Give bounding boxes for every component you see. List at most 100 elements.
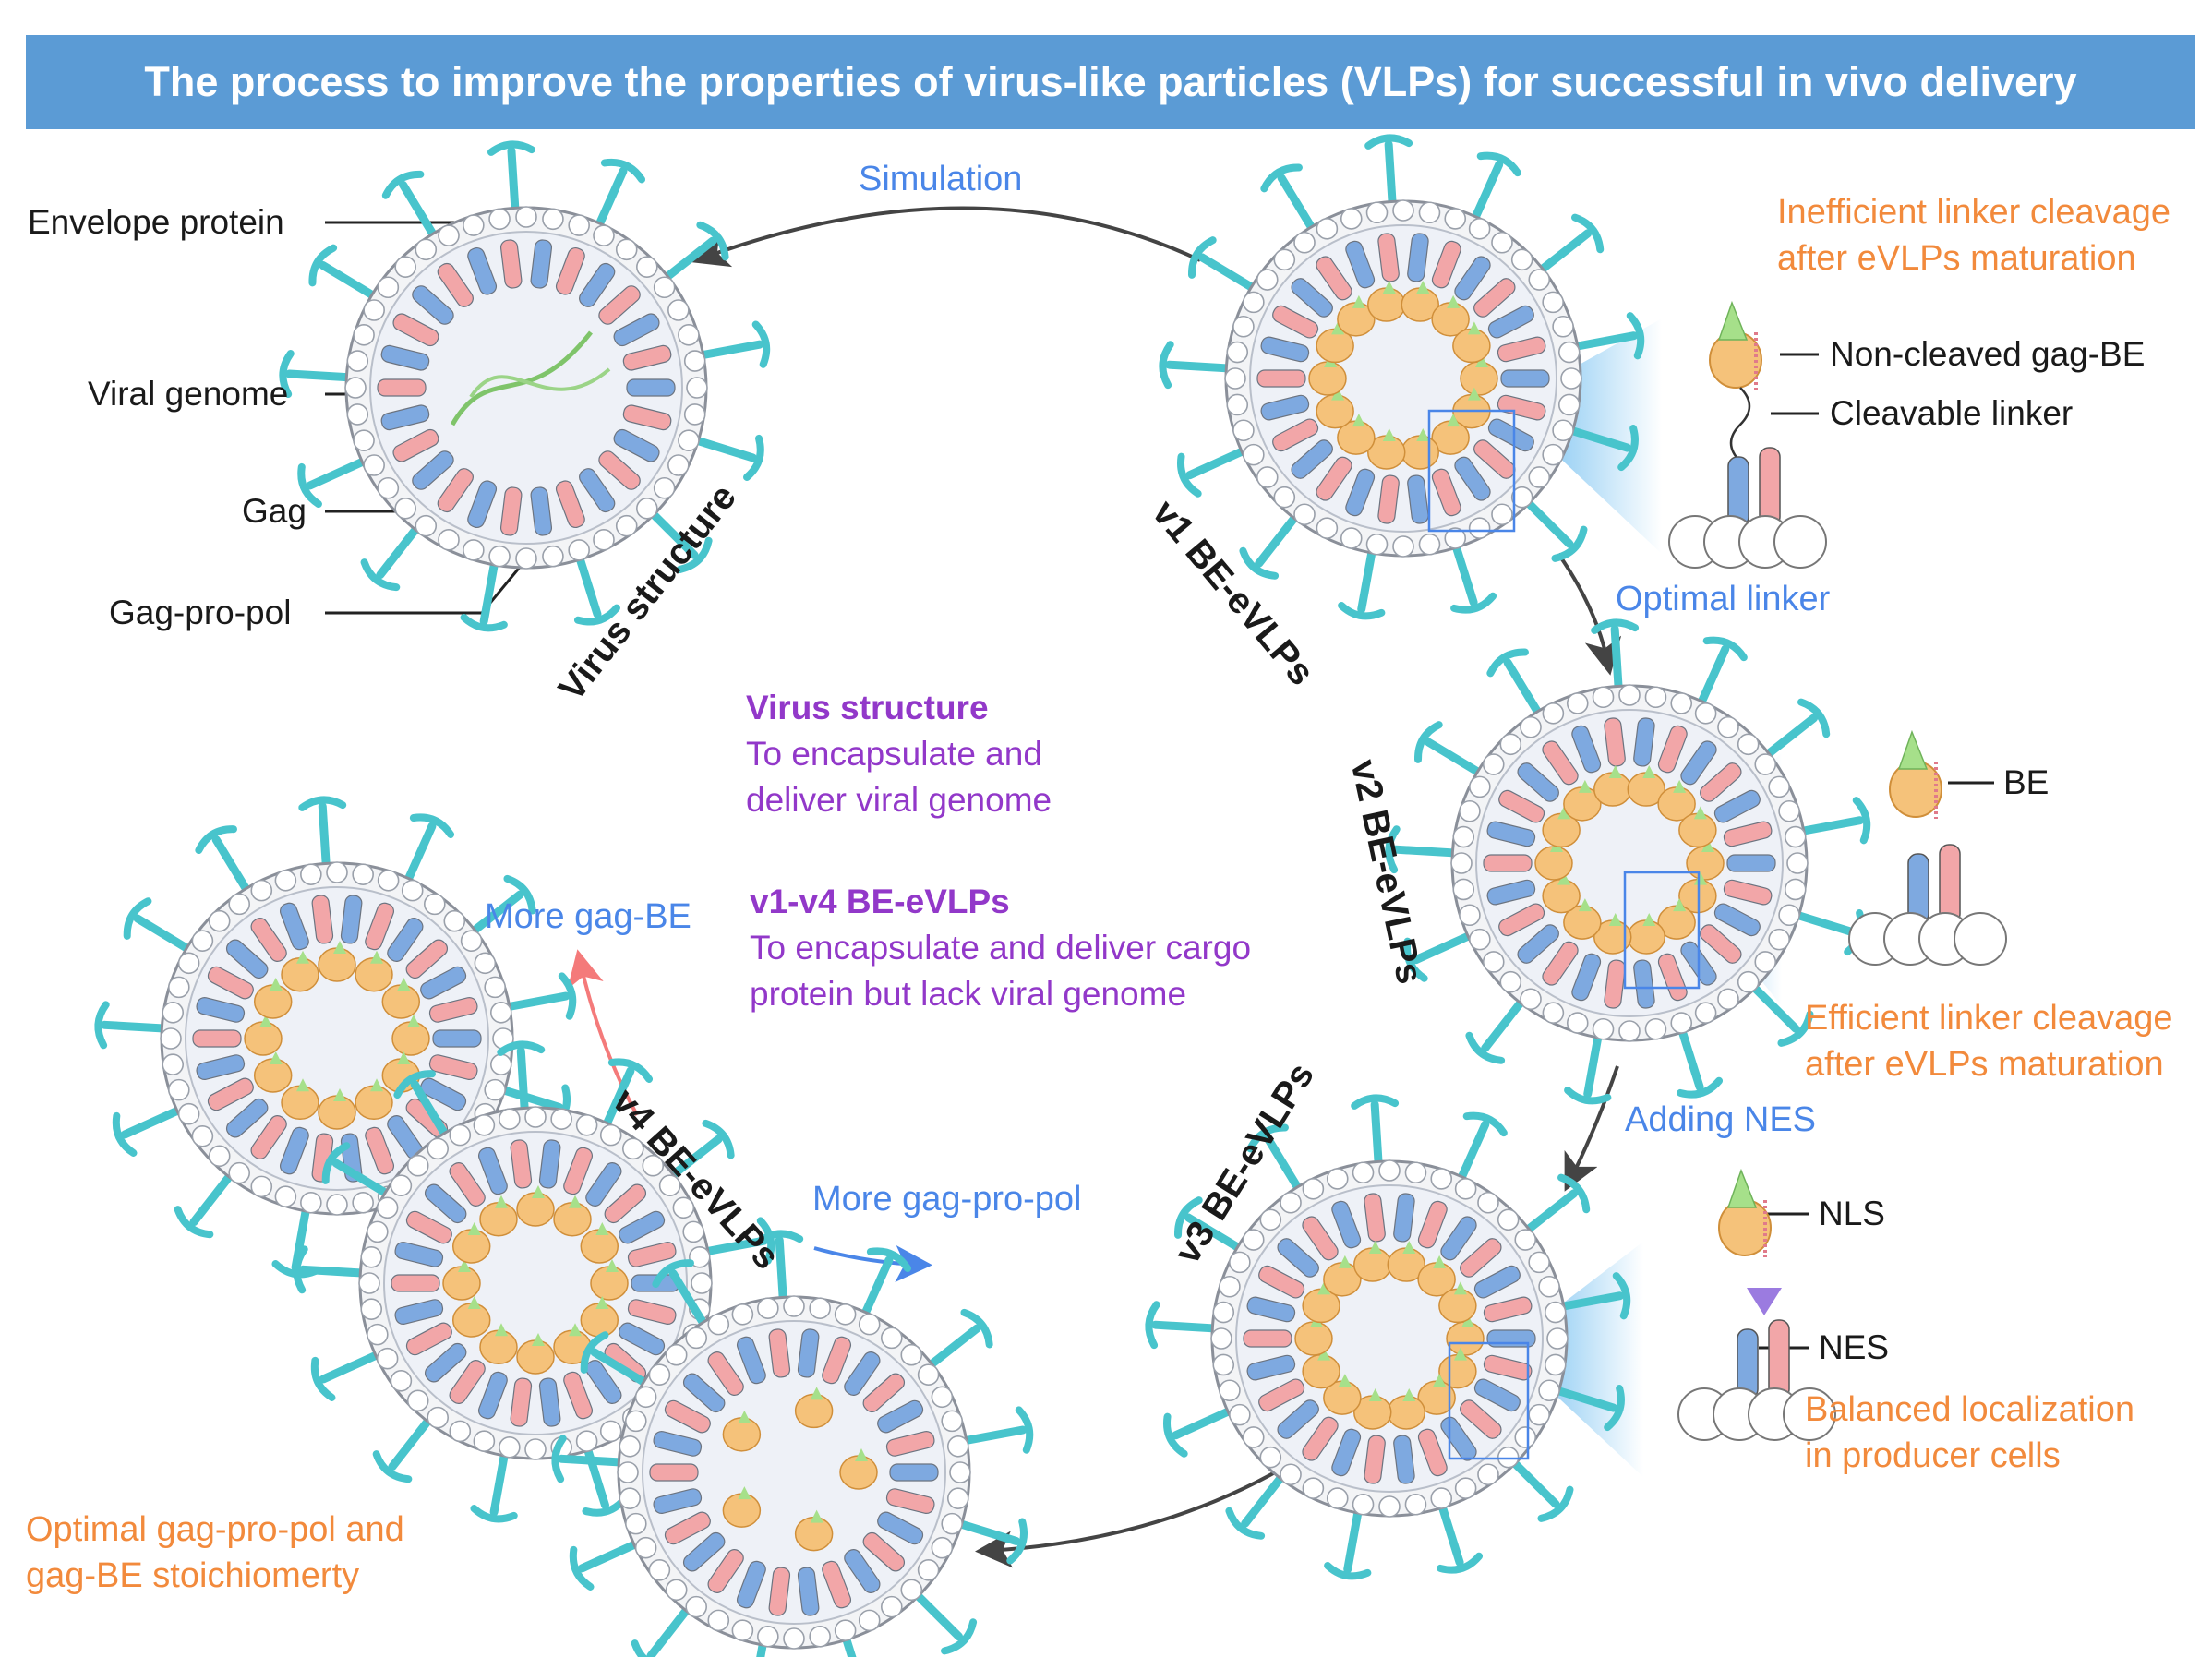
lipid-bead — [575, 1114, 598, 1136]
center-evlp-block: v1-v4 BE-eVLPs To encapsulate and delive… — [750, 879, 1251, 1017]
gag-rod — [822, 1560, 852, 1609]
spike-head — [1239, 546, 1280, 580]
note-v2-line2: after eVLPs maturation — [1805, 1045, 2164, 1084]
envelope-spike — [399, 180, 438, 238]
spike-head — [600, 158, 646, 184]
cargo-tag — [606, 1259, 619, 1272]
envelope-spike — [1370, 1099, 1383, 1166]
lipid-bead — [484, 976, 506, 999]
lipid-bead — [757, 1297, 779, 1320]
lipid-bead — [1340, 208, 1363, 230]
gag-rod — [405, 1322, 452, 1356]
gag-rod — [437, 262, 474, 307]
lipid-bead — [1418, 201, 1441, 224]
lipid-bead — [250, 1175, 273, 1198]
lipid-bead — [917, 1363, 940, 1386]
lipid-bead — [363, 299, 385, 321]
envelope-spike — [1343, 1508, 1363, 1574]
spike-head — [573, 604, 620, 626]
cargo-tag — [1433, 1255, 1447, 1268]
spike-head — [751, 320, 771, 368]
lipid-bead — [619, 1487, 642, 1509]
gag-pro-pol-rod — [279, 1126, 309, 1175]
lipid-bead — [1302, 1178, 1325, 1200]
envelope-spike — [962, 1425, 1028, 1445]
lipid-bead — [1226, 341, 1249, 364]
lipid-bead — [1528, 269, 1551, 291]
gag-pro-pol-rod — [682, 1531, 726, 1572]
lipid-bead — [390, 1370, 413, 1392]
gag-rod — [604, 1183, 647, 1224]
spike-head — [310, 1356, 336, 1401]
spike-head — [1324, 1562, 1372, 1580]
lipid-bead — [1491, 503, 1513, 526]
spike-head — [1437, 1552, 1484, 1574]
lipid-bead — [900, 1343, 923, 1366]
cargo-tag — [532, 1185, 545, 1198]
spike-head — [696, 221, 729, 261]
cargo-tag — [1317, 1281, 1331, 1295]
gag-pro-pol-rod — [1291, 278, 1333, 318]
gag-rod — [1364, 1435, 1386, 1484]
spike-head — [1591, 618, 1640, 634]
lipid-bead — [394, 256, 416, 278]
label-be: BE — [2003, 763, 2050, 801]
lipid-bead — [636, 498, 658, 520]
lipid-bead — [424, 893, 446, 916]
gag-rod — [207, 1077, 254, 1111]
envelope-spike — [1150, 1320, 1217, 1333]
cargo-tag — [495, 1195, 508, 1208]
lipid-bead — [474, 952, 497, 975]
envelope-spike — [1452, 543, 1478, 606]
cargo-tag — [1402, 1241, 1416, 1255]
spike-head — [195, 825, 237, 855]
lipid-bead — [449, 1123, 472, 1147]
envelope-spike — [319, 1351, 380, 1384]
gag-pro-pol-rod — [420, 966, 467, 1000]
gag-rod — [555, 246, 585, 295]
gag-rod — [649, 1463, 699, 1482]
cargo-tag — [1416, 427, 1430, 441]
lipid-bead — [1694, 702, 1717, 725]
gag-pro-pol-rod — [1277, 1238, 1319, 1278]
lipid-bead — [1778, 799, 1800, 822]
lipid-bead — [1224, 367, 1246, 390]
envelope-spike — [1568, 426, 1632, 452]
note-v3: Balanced localization in producer cells — [1805, 1387, 2134, 1479]
cargo-tag — [1338, 1255, 1352, 1268]
lipid-bead — [1352, 1161, 1375, 1184]
membrane-bead — [1773, 515, 1827, 569]
envelope-spike — [1412, 931, 1473, 965]
particle-virus — [279, 140, 771, 632]
lipid-bead — [326, 1194, 348, 1216]
lipid-bead — [1784, 825, 1807, 848]
envelope-spike — [1524, 1189, 1579, 1233]
lipid-bead — [1768, 928, 1790, 951]
lipid-bead — [1592, 1017, 1615, 1040]
gag-rod — [1258, 1265, 1305, 1299]
lipid-bead — [1618, 684, 1641, 706]
gag-rod — [1483, 1354, 1533, 1381]
envelope-spike — [927, 1324, 981, 1369]
lipid-bead — [1542, 702, 1565, 725]
lipid-bead — [228, 1161, 250, 1184]
spike-head — [1338, 602, 1386, 620]
lipid-bead — [1542, 443, 1564, 466]
gag-rod — [1256, 369, 1306, 388]
spike-head — [94, 1001, 110, 1050]
detail-v1 — [1668, 300, 1827, 569]
gag-pro-pol-rod — [467, 480, 498, 529]
gag-pro-pol-rod — [1260, 394, 1310, 421]
lipid-bead — [1670, 1012, 1693, 1034]
lipid-bead — [367, 1220, 389, 1243]
lipid-bead — [449, 1420, 472, 1443]
lipid-bead — [615, 238, 638, 261]
cargo-tag — [1673, 898, 1687, 912]
gag-pro-pol-rod — [579, 468, 616, 513]
lipid-bead — [353, 429, 375, 451]
envelope-spike — [516, 1046, 529, 1112]
envelope-spike — [1390, 845, 1457, 858]
lipid-bead — [931, 1386, 954, 1409]
gag-rod — [1272, 418, 1319, 452]
cargo-tag — [397, 978, 411, 991]
